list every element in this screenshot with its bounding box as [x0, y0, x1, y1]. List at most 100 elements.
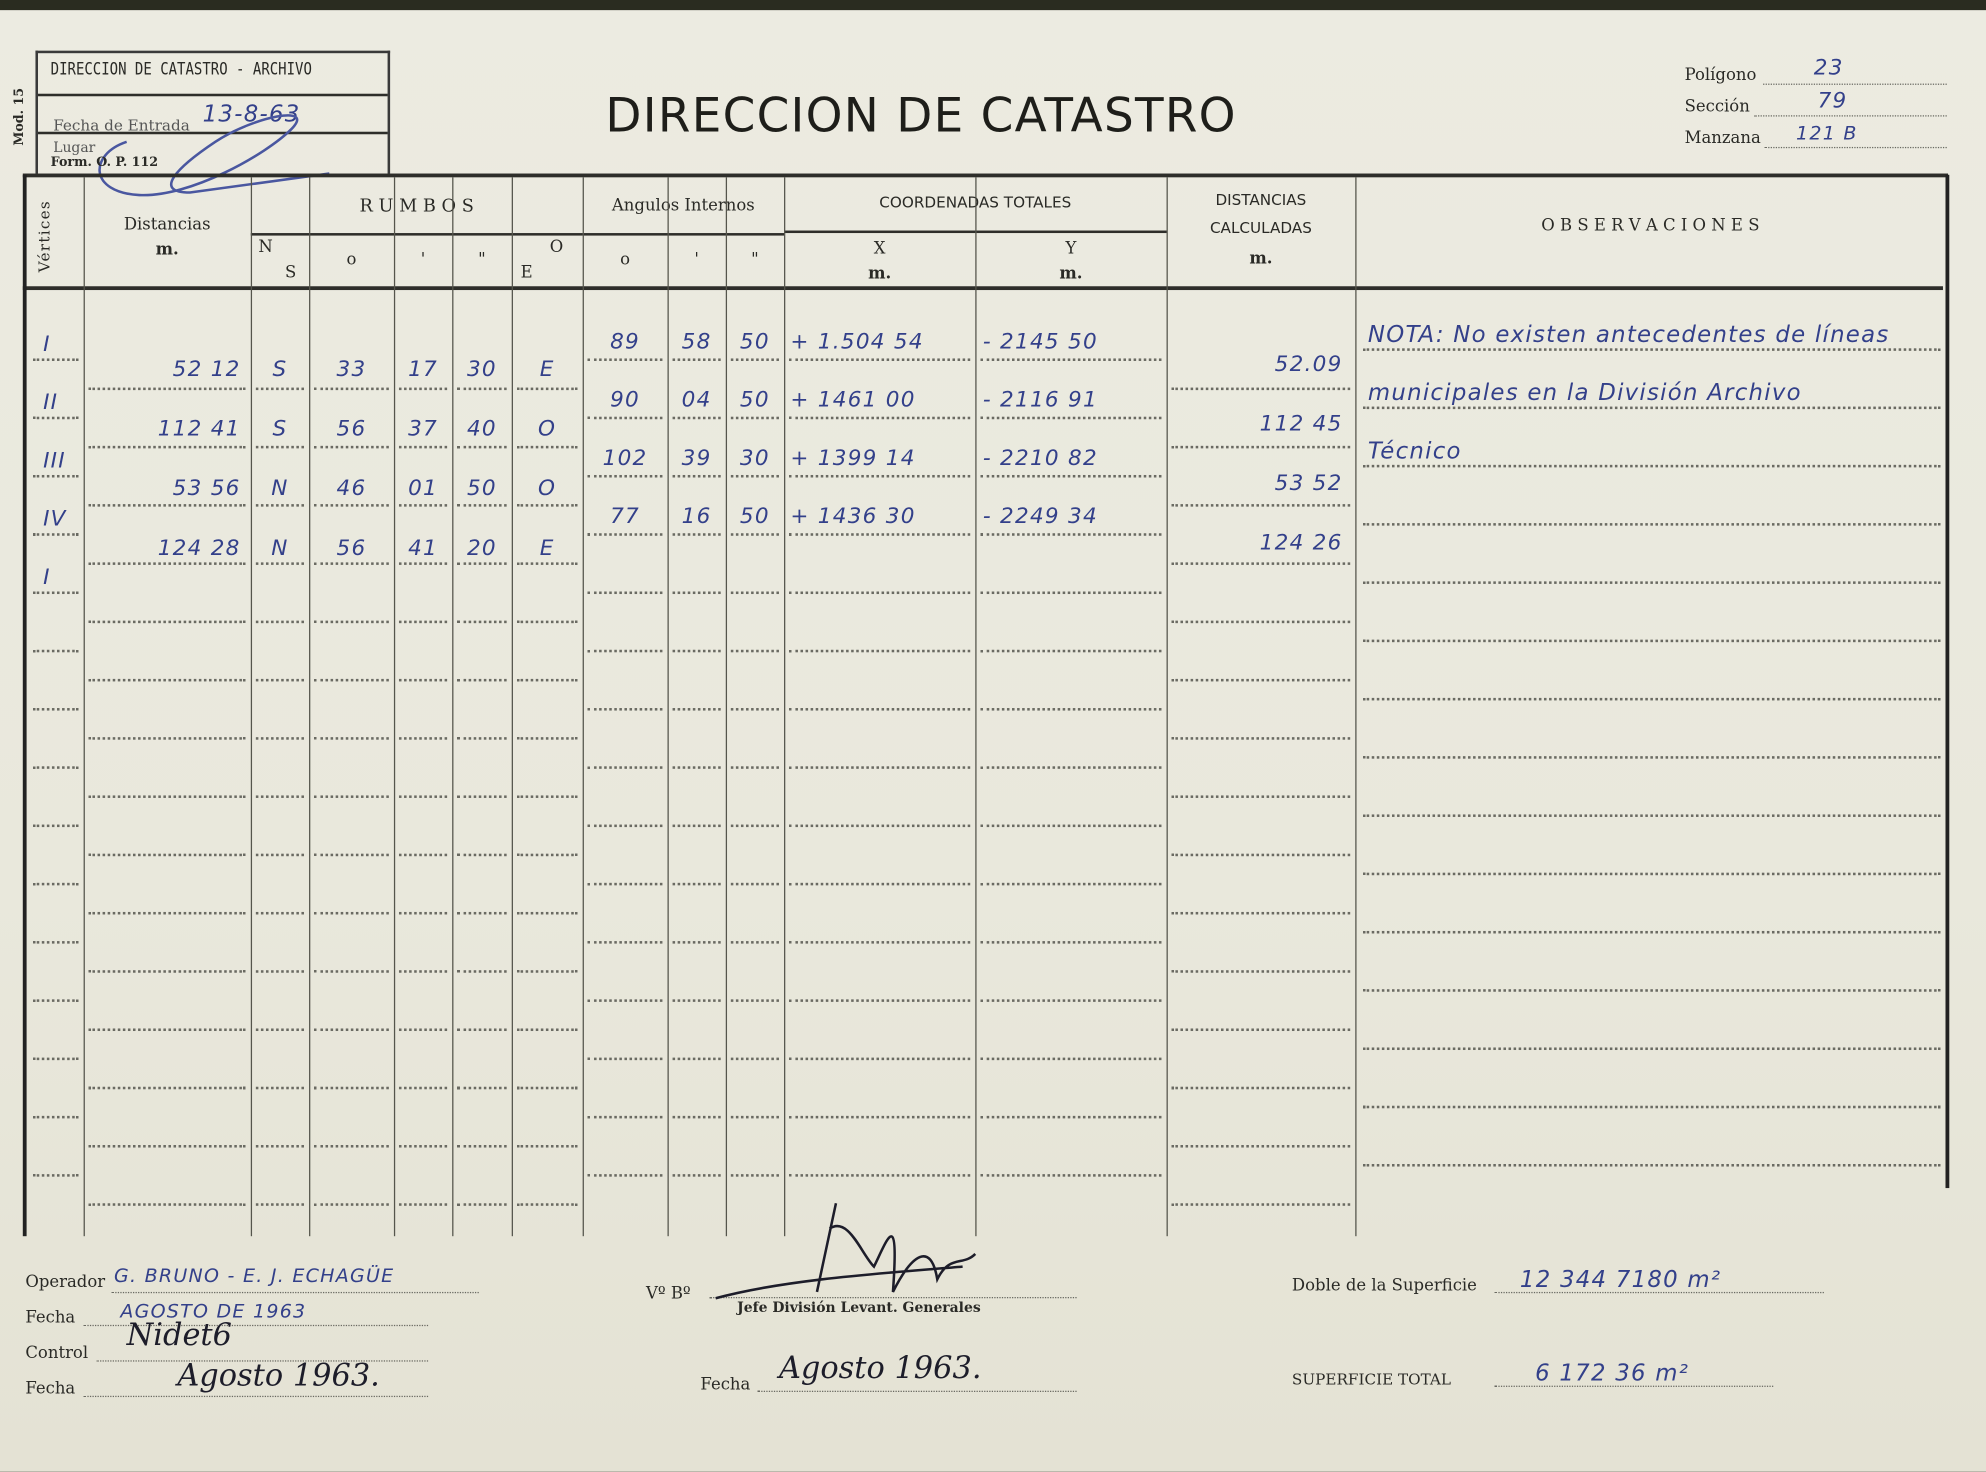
- dotted-rule: [587, 708, 663, 711]
- dotted-rule: [789, 358, 971, 361]
- rumbo-ns: N: [271, 476, 289, 502]
- vertex-label: II: [43, 390, 59, 416]
- dotted-rule: [1171, 1145, 1351, 1148]
- column-divider: [784, 177, 786, 1237]
- dotted-rule: [457, 678, 507, 682]
- coordinate-x: + 1.504 54: [790, 329, 924, 355]
- rumbo-min: 17: [408, 357, 439, 383]
- dotted-rule: [980, 941, 1162, 944]
- dotted-rule: [1362, 930, 1941, 934]
- dotted-rule: [672, 708, 721, 711]
- model-code: Mod. 15: [12, 87, 27, 146]
- observation-line: NOTA: No existen antecedentes de líneas: [1367, 321, 1890, 349]
- control-signature: Nidet6: [126, 1317, 232, 1353]
- angle-min: 39: [681, 445, 712, 472]
- rumbo-ns: S: [272, 416, 288, 443]
- header-distancias-unit: m.: [155, 240, 179, 260]
- manzana-label: Manzana: [1684, 129, 1761, 149]
- dotted-rule: [1171, 562, 1351, 565]
- dotted-rule: [457, 853, 507, 857]
- dotted-rule: [255, 504, 304, 507]
- column-divider: [83, 177, 85, 1237]
- dotted-rule: [789, 708, 971, 711]
- dotted-rule: [980, 824, 1162, 828]
- dotted-rule: [1362, 639, 1941, 643]
- dotted-rule: [730, 766, 779, 769]
- dotted-rule: [789, 533, 971, 536]
- header-rumbo-deg: o: [346, 250, 357, 270]
- fecha3-label: Fecha: [700, 1375, 751, 1395]
- dotted-rule: [587, 1115, 663, 1119]
- dotted-rule: [255, 1028, 304, 1032]
- dotted-rule: [398, 445, 448, 449]
- angle-deg: 102: [602, 445, 648, 472]
- jefe-label: Jefe División Levant. Generales: [737, 1299, 981, 1316]
- dotted-rule: [457, 620, 507, 624]
- dotted-rule: [980, 882, 1162, 886]
- dotted-rule: [672, 416, 721, 420]
- dotted-rule: [314, 911, 389, 915]
- dotted-rule: [457, 387, 507, 391]
- dotted-rule: [255, 795, 304, 798]
- dotted-rule: [88, 387, 246, 391]
- rumbo-sec: 50: [466, 476, 497, 502]
- dotted-rule: [672, 824, 721, 828]
- dotted-rule: [980, 533, 1162, 536]
- rumbo-sec: 40: [466, 416, 497, 443]
- header-dist-calc-2: CALCULADAS: [1209, 219, 1312, 237]
- doble-superficie-label: Doble de la Superficie: [1291, 1276, 1477, 1296]
- dotted-rule: [32, 591, 79, 595]
- dotted-rule: [587, 1057, 663, 1061]
- dotted-rule: [730, 533, 779, 536]
- dotted-rule: [730, 416, 779, 420]
- dotted-rule: [398, 1086, 448, 1090]
- dotted-rule: [88, 970, 246, 973]
- dotted-rule: [255, 970, 304, 973]
- side-distance: 112 41: [157, 416, 241, 443]
- angle-sec: 50: [739, 504, 770, 530]
- dotted-rule: [457, 562, 507, 565]
- header-y: Y: [1065, 239, 1077, 259]
- dotted-rule: [32, 416, 79, 420]
- scan-edge: [0, 0, 1986, 11]
- stamp-scribble-signature: [98, 114, 330, 197]
- dotted-rule: [398, 970, 448, 973]
- dotted-rule: [730, 474, 779, 478]
- header-x-unit: m.: [868, 264, 892, 284]
- calculated-distance: 124 26: [1259, 530, 1343, 557]
- page-title: DIRECCION DE CATASTRO: [605, 88, 1237, 144]
- dotted-rule: [980, 591, 1162, 595]
- coordinate-x: + 1461 00: [790, 387, 916, 413]
- vobo-label: Vº Bº: [645, 1284, 691, 1304]
- fecha1-value: AGOSTO DE 1963: [120, 1299, 307, 1323]
- dotted-rule: [88, 853, 246, 857]
- dotted-rule: [1362, 697, 1941, 701]
- rumbo-eo: E: [539, 535, 555, 562]
- vobo-signature: [715, 1203, 977, 1300]
- dotted-rule: [32, 474, 79, 478]
- dotted-rule: [457, 1028, 507, 1032]
- dotted-rule: [516, 445, 578, 449]
- dotted-rule: [980, 1174, 1162, 1177]
- form-code: Form. O. P. 112: [50, 155, 159, 170]
- dotted-rule: [88, 1028, 246, 1032]
- dotted-rule: [255, 445, 304, 449]
- dotted-rule: [730, 358, 779, 361]
- dotted-rule: [398, 853, 448, 857]
- header-angulo-min: ': [694, 250, 699, 270]
- dotted-rule: [255, 737, 304, 740]
- rumbo-deg: 56: [336, 535, 367, 562]
- dotted-rule: [314, 970, 389, 973]
- dotted-rule: [255, 562, 304, 565]
- rumbo-ns: S: [272, 357, 288, 383]
- angle-deg: 89: [610, 329, 641, 355]
- dotted-rule: [789, 882, 971, 886]
- dotted-rule: [1171, 1086, 1351, 1090]
- dotted-rule: [255, 1203, 304, 1206]
- vertex-label: III: [43, 448, 66, 474]
- control-label: Control: [25, 1343, 89, 1363]
- dotted-rule: [730, 882, 779, 886]
- fecha2-label: Fecha: [25, 1379, 76, 1399]
- dotted-rule: [32, 824, 79, 828]
- dotted-rule: [1171, 853, 1351, 857]
